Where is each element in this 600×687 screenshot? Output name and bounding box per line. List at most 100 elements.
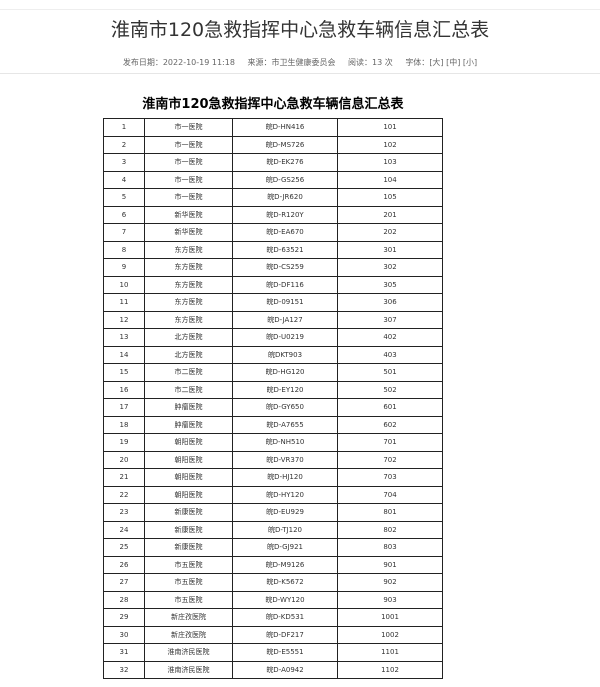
plate-number-cell: 皖D-EA670	[232, 223, 338, 242]
row-number-cell: 29	[103, 608, 145, 627]
hospital-cell: 新康医院	[144, 520, 233, 539]
table-row: 7 新华医院 皖D-EA670 202	[103, 223, 443, 242]
hospital-cell: 市五医院	[144, 590, 233, 609]
table-row: 26 市五医院 皖D-M9126 901	[103, 555, 443, 574]
row-number-cell: 2	[103, 135, 145, 154]
hospital-cell: 新华医院	[144, 223, 233, 242]
vehicle-code-cell: 102	[337, 135, 443, 154]
plate-number-cell: 皖D-DF217	[232, 625, 338, 644]
vehicle-code-cell: 703	[337, 468, 443, 487]
table-row: 1 市一医院 皖D-HN416 101	[103, 118, 443, 137]
vehicle-code-cell: 901	[337, 555, 443, 574]
row-number-cell: 7	[103, 223, 145, 242]
view-count: 阅读：13 次	[348, 58, 393, 67]
plate-number-cell: 皖D-WY120	[232, 590, 338, 609]
plate-number-cell: 皖D-NH510	[232, 433, 338, 452]
hospital-cell: 市二医院	[144, 380, 233, 399]
plate-number-cell: 皖DKT903	[232, 345, 338, 364]
article-meta: 发布日期：2022-10-19 11:18 来源：市卫生健康委员会 阅读：13 …	[0, 57, 600, 68]
hospital-cell: 市五医院	[144, 573, 233, 592]
page-title: 淮南市120急救指挥中心急救车辆信息汇总表	[110, 19, 490, 41]
plate-number-cell: 皖D-M9126	[232, 555, 338, 574]
hospital-cell: 市一医院	[144, 118, 233, 137]
hospital-cell: 东方医院	[144, 258, 233, 277]
table-caption: 淮南市120急救指挥中心急救车辆信息汇总表	[142, 97, 404, 112]
plate-number-cell: 皖D-EU929	[232, 503, 338, 522]
hospital-cell: 朝阳医院	[144, 433, 233, 452]
table-row: 14 北方医院 皖DKT903 403	[103, 345, 443, 364]
row-number-cell: 22	[103, 485, 145, 504]
vehicle-code-cell: 402	[337, 328, 443, 347]
row-number-cell: 25	[103, 538, 145, 557]
plate-number-cell: 皖D-E5551	[232, 643, 338, 662]
row-number-cell: 31	[103, 643, 145, 662]
vehicle-code-cell: 502	[337, 380, 443, 399]
plate-number-cell: 皖D-DF116	[232, 275, 338, 294]
vehicle-code-cell: 302	[337, 258, 443, 277]
row-number-cell: 10	[103, 275, 145, 294]
plate-number-cell: 皖D-HY120	[232, 485, 338, 504]
vehicle-code-cell: 702	[337, 450, 443, 469]
table-row: 10 东方医院 皖D-DF116 305	[103, 275, 443, 294]
vehicle-code-cell: 306	[337, 293, 443, 312]
vehicle-code-cell: 902	[337, 573, 443, 592]
plate-number-cell: 皖D-GS256	[232, 170, 338, 189]
table-row: 16 市二医院 皖D-EY120 502	[103, 380, 443, 399]
vehicle-code-cell: 403	[337, 345, 443, 364]
vehicle-code-cell: 903	[337, 590, 443, 609]
table-row: 31 淮南济民医院 皖D-E5551 1101	[103, 643, 443, 662]
hospital-cell: 北方医院	[144, 328, 233, 347]
plate-number-cell: 皖D-VR370	[232, 450, 338, 469]
plate-number-cell: 皖D-TJ120	[232, 520, 338, 539]
font-medium-link[interactable]: [中]	[446, 58, 461, 67]
vehicle-code-cell: 301	[337, 240, 443, 259]
plate-number-cell: 皖D-JR620	[232, 188, 338, 207]
table-row: 21 朝阳医院 皖D-HJ120 703	[103, 468, 443, 487]
vehicle-code-cell: 802	[337, 520, 443, 539]
table-row: 13 北方医院 皖D-U0219 402	[103, 328, 443, 347]
table-row: 30 新庄孜医院 皖D-DF217 1002	[103, 625, 443, 644]
row-number-cell: 26	[103, 555, 145, 574]
vehicle-code-cell: 801	[337, 503, 443, 522]
row-number-cell: 14	[103, 345, 145, 364]
table-row: 17 肿瘤医院 皖D-GY650 601	[103, 398, 443, 417]
plate-number-cell: 皖D-JA127	[232, 310, 338, 329]
publish-date: 发布日期：2022-10-19 11:18	[122, 58, 235, 67]
font-size-label: 字体：	[405, 58, 430, 67]
hospital-cell: 朝阳医院	[144, 485, 233, 504]
plate-number-cell: 皖D-HG120	[232, 363, 338, 382]
table-row: 9 东方医院 皖D-CS259 302	[103, 258, 443, 277]
font-small-link[interactable]: [小]	[462, 58, 478, 67]
row-number-cell: 18	[103, 415, 145, 434]
vehicle-code-cell: 1002	[337, 625, 443, 644]
row-number-cell: 16	[103, 380, 145, 399]
table-row: 4 市一医院 皖D-GS256 104	[103, 170, 443, 189]
table-row: 24 新康医院 皖D-TJ120 802	[103, 520, 443, 539]
vehicle-code-cell: 202	[337, 223, 443, 242]
hospital-cell: 东方医院	[144, 275, 233, 294]
hospital-cell: 市一医院	[144, 170, 233, 189]
plate-number-cell: 皖D-GJ921	[232, 538, 338, 557]
hospital-cell: 新康医院	[144, 538, 233, 557]
row-number-cell: 27	[103, 573, 145, 592]
row-number-cell: 23	[103, 503, 145, 522]
vehicle-code-cell: 101	[337, 118, 443, 137]
row-number-cell: 19	[103, 433, 145, 452]
vehicle-code-cell: 1001	[337, 608, 443, 627]
row-number-cell: 30	[103, 625, 145, 644]
font-large-link[interactable]: [大]	[429, 58, 444, 67]
plate-number-cell: 皖D-CS259	[232, 258, 338, 277]
hospital-cell: 淮南济民医院	[144, 643, 233, 662]
row-number-cell: 32	[103, 660, 145, 679]
table-row: 12 东方医院 皖D-JA127 307	[103, 310, 443, 329]
row-number-cell: 9	[103, 258, 145, 277]
hospital-cell: 新华医院	[144, 205, 233, 224]
hospital-cell: 肿瘤医院	[144, 398, 233, 417]
vehicle-code-cell: 307	[337, 310, 443, 329]
plate-number-cell: 皖D-GY650	[232, 398, 338, 417]
plate-number-cell: 皖D-EY120	[232, 380, 338, 399]
row-number-cell: 15	[103, 363, 145, 382]
hospital-cell: 新庄孜医院	[144, 608, 233, 627]
vehicle-code-cell: 105	[337, 188, 443, 207]
table-row: 2 市一医院 皖D-MS726 102	[103, 135, 443, 154]
